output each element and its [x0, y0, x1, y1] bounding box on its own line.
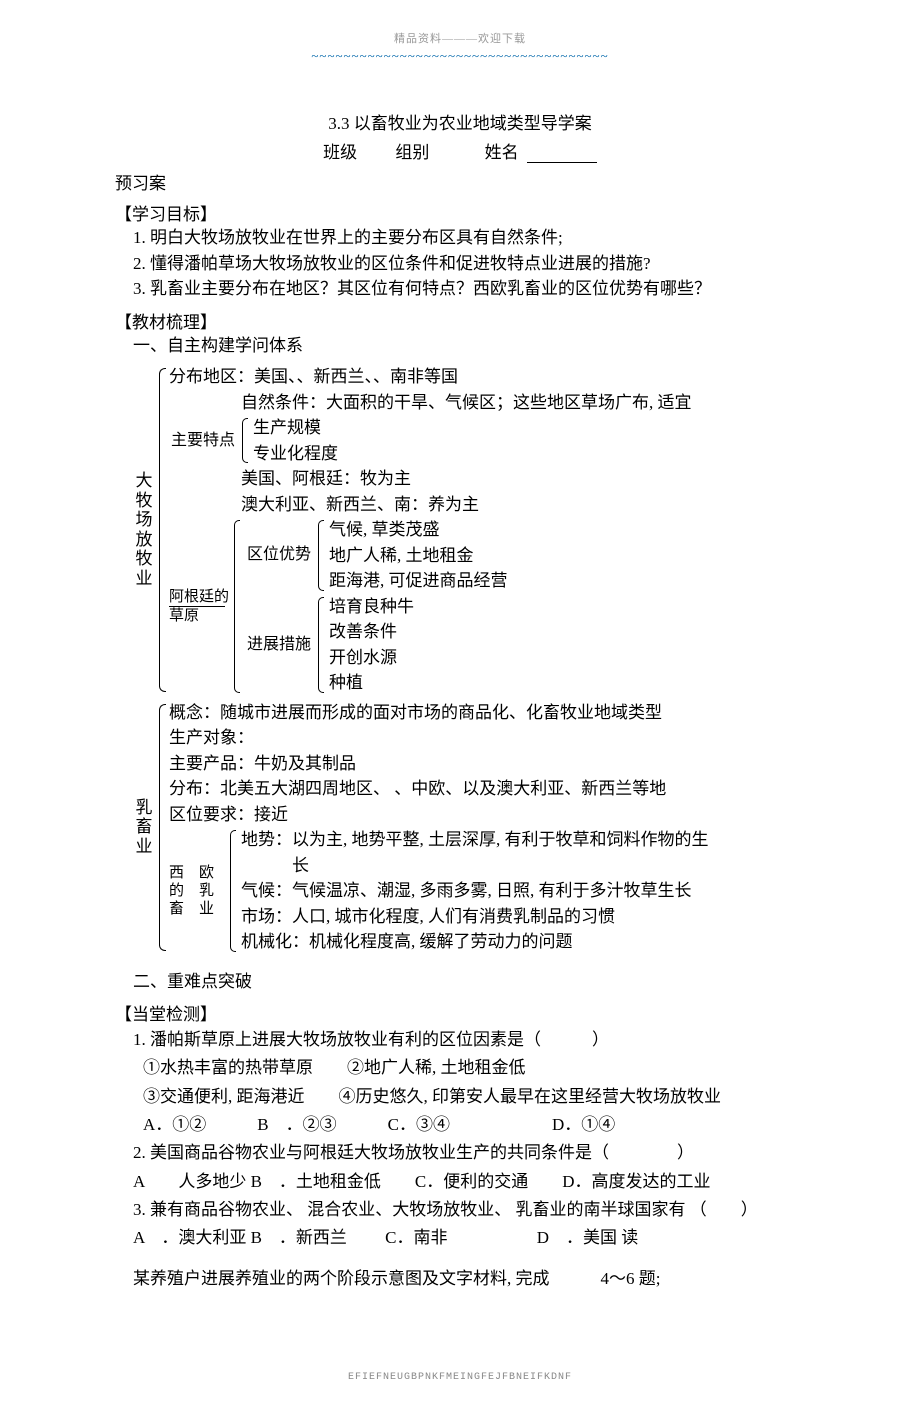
- q1-stem: 1. 潘帕斯草原上进展大牧场放牧业有利的区位因素是（ ）: [133, 1027, 805, 1053]
- footer-code: EFIEFNEUGBPNKFMEINGFEJFBNEIFKDNF: [115, 1372, 805, 1383]
- brace-icon: [239, 415, 251, 466]
- q3-stem: 3. 兼有商品谷物农业、 混合农业、大牧场放牧业、 乳畜业的南半球国家有 （ ）: [133, 1197, 805, 1223]
- brace-icon: [227, 827, 239, 955]
- feat-2: 专业化程度: [253, 441, 805, 467]
- brace-icon: [315, 594, 327, 696]
- label-group: 组别: [395, 143, 429, 162]
- we-market: 市场：人口, 城市化程度, 人们有消费乳制品的习惯: [241, 904, 805, 930]
- dev-2: 改善条件: [329, 619, 805, 645]
- dev-measures-label: 进展措施: [245, 594, 313, 696]
- feat-1: 生产规模: [253, 415, 805, 441]
- label-class: 班级: [323, 143, 357, 162]
- ranch-dist: 分布地区：美国、、新西兰、、南非等国: [169, 364, 805, 390]
- ranch-label: 大 牧 场 放 牧 业: [133, 364, 155, 696]
- goal-3: 3. 乳畜业主要分布在地区？其区位有何特点？西欧乳畜业的区位优势有哪些？: [133, 276, 805, 302]
- q1-opts: A．①② B ．②③ C．③④ D．①④: [143, 1112, 805, 1138]
- dev-1: 培育良种牛: [329, 594, 805, 620]
- label-name: 姓名: [485, 143, 519, 162]
- q-tail: 某养殖户进展养殖业的两个阶段示意图及文字材料, 完成 4～6 题;: [133, 1266, 805, 1292]
- dairy-locreq: 区位要求：接近: [169, 802, 805, 828]
- we-terrain-a: 地势：以为主, 地势平整, 土层深厚, 有利于牧草和饲料作物的生: [241, 827, 805, 853]
- dairy-object: 生产对象：: [169, 725, 805, 751]
- dairy-dist: 分布：北美五大湖四周地区、 、中欧、以及澳大利亚、新西兰等地: [169, 776, 805, 802]
- dairy-product: 主要产品：牛奶及其制品: [169, 751, 805, 777]
- doc-title: 3.3 以畜牧业为农业地域类型导学案: [115, 109, 805, 134]
- feature-label: 主要特点: [169, 415, 237, 466]
- west-europe-label: 西 欧 的 乳 畜 业: [169, 827, 225, 955]
- q1-line2: ①水热丰富的热带草原 ②地广人稀, 土地租金低: [143, 1055, 805, 1081]
- textbook-label: 【教材梳理】: [115, 308, 805, 333]
- doc-subtitle: 班级 组别 姓名: [115, 138, 805, 163]
- name-blank: [527, 162, 597, 163]
- we-climate: 气候：气候温凉、潮湿, 多雨多雾, 日照, 有利于多汁牧草生长: [241, 878, 805, 904]
- header-dashes: ~~~~~~~~~~~~~~~~~~~~~~~~~~~~~~~~~~~~~: [115, 48, 805, 64]
- q3-opts: A ．澳大利亚 B ．新西兰 C．南非 D ．美国 读: [133, 1225, 805, 1251]
- goal-2: 2. 懂得潘帕草场大牧场放牧业的区位条件和促进牧特点业进展的措施?: [133, 251, 805, 277]
- preview-label: 预习案: [115, 169, 805, 194]
- goals-label: 【学习目标】: [115, 200, 805, 225]
- goal-1: 1. 明白大牧场放牧业在世界上的主要分布区具有自然条件;: [133, 225, 805, 251]
- build-label: 一、自主构建学问体系: [133, 333, 805, 359]
- brace-icon: [155, 364, 169, 696]
- brace-icon: [315, 517, 327, 594]
- dairy-concept: 概念：随城市进展而形成的面对市场的商品化、化畜牧业地域类型: [169, 700, 805, 726]
- we-terrain-b: 长: [241, 853, 805, 879]
- ranch-us: 美国、阿根廷：牧为主: [169, 466, 805, 492]
- q2-stem: 2. 美国商品谷物农业与阿根廷大牧场放牧业生产的共同条件是（ ）: [133, 1140, 805, 1166]
- difficulty-label: 二、重难点突破: [133, 969, 805, 995]
- location-adv-label: 区位优势: [245, 517, 313, 594]
- argentina-label: 阿根廷的 草原: [169, 517, 229, 696]
- brace-icon: [231, 517, 243, 696]
- we-mech: 机械化：机械化程度高, 缓解了劳动力的问题: [241, 929, 805, 955]
- q2-opts: A 人多地少 B ．土地租金低 C．便利的交通 D．高度发达的工业: [133, 1169, 805, 1195]
- dev-3: 开创水源: [329, 645, 805, 671]
- loc-1: 气候, 草类茂盛: [329, 517, 805, 543]
- loc-2: 地广人稀, 土地租金: [329, 543, 805, 569]
- ranch-aus: 澳大利亚、新西兰、南：养为主: [169, 492, 805, 518]
- dairy-label: 乳 畜 业: [133, 700, 155, 955]
- header-small: 精品资料———欢迎下载: [115, 30, 805, 46]
- ranch-cond: 自然条件：大面积的干旱、气候区；这些地区草场广布, 适宜: [169, 390, 805, 416]
- q1-line3: ③交通便利, 距海港近 ④历史悠久, 印第安人最早在这里经营大牧场放牧业: [143, 1084, 805, 1110]
- loc-3: 距海港, 可促进商品经营: [329, 568, 805, 594]
- quiz-label: 【当堂检测】: [115, 1000, 805, 1025]
- brace-icon: [155, 700, 169, 955]
- dev-4: 种植: [329, 670, 805, 696]
